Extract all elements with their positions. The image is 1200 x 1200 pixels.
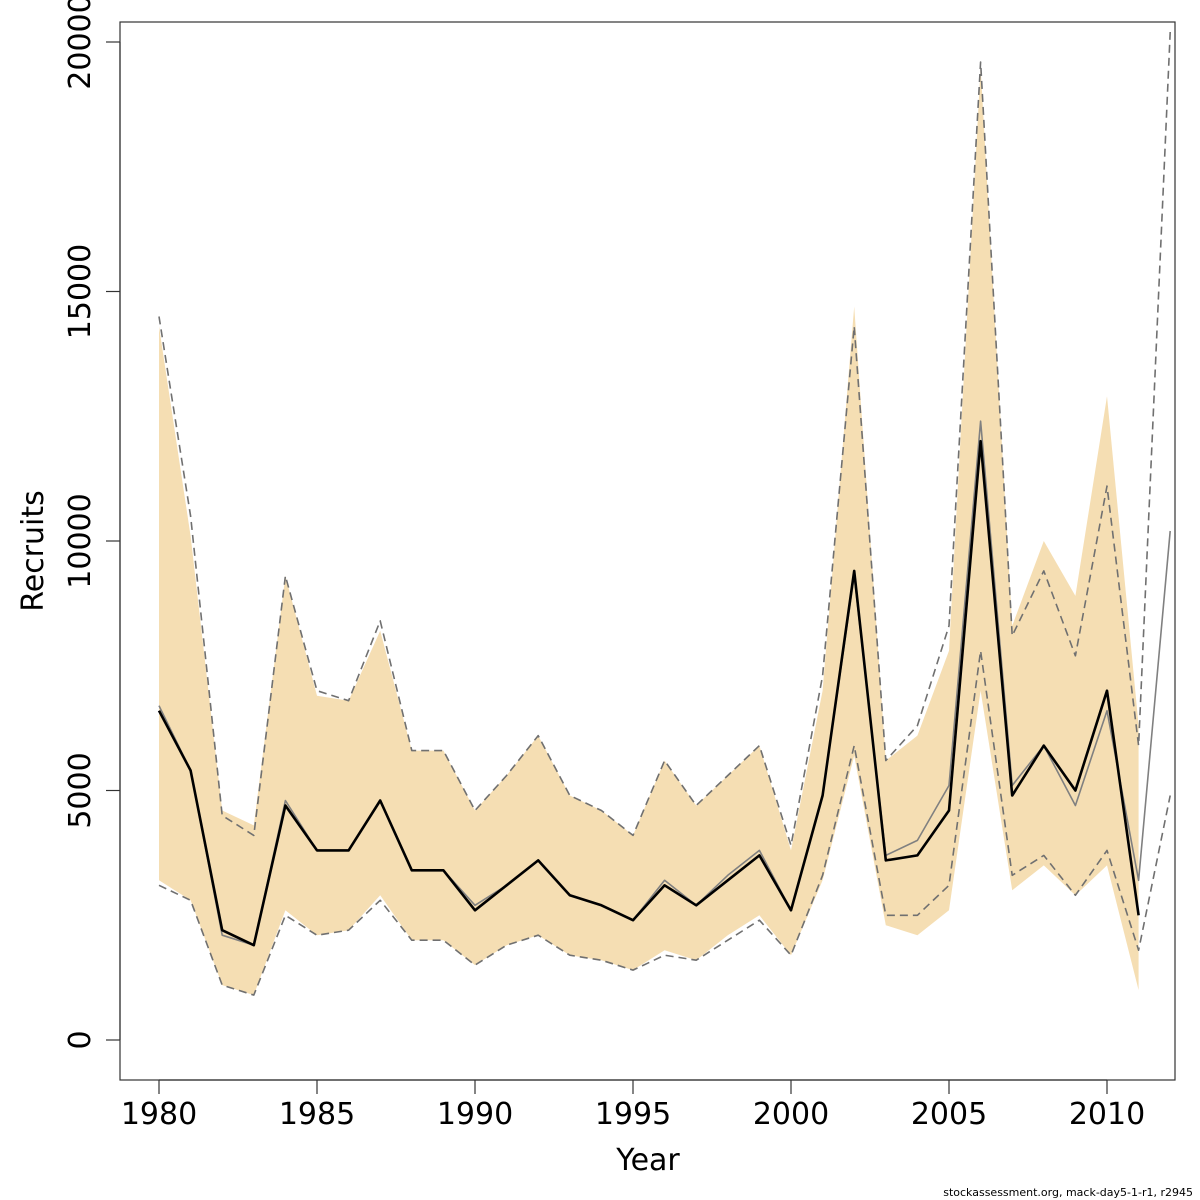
- x-tick-label: 1985: [279, 1097, 355, 1132]
- x-tick-label: 2005: [911, 1097, 987, 1132]
- bound-line-3: [158, 31, 1171, 847]
- x-tick-label: 1995: [595, 1097, 671, 1132]
- y-axis-title: Recruits: [16, 490, 51, 612]
- x-tick-label: 2000: [753, 1097, 829, 1132]
- x-axis: 1980 1985 1990 1995 2000 2005 2010: [121, 1079, 1145, 1132]
- y-axis: 0 5000 10000 15000 20000: [63, 0, 121, 1050]
- y-tick-label: 0: [63, 1030, 98, 1049]
- x-tick-label: 1990: [437, 1097, 513, 1132]
- y-tick-label: 10000: [63, 493, 98, 588]
- y-tick-label: 15000: [63, 244, 98, 339]
- x-tick-label: 1980: [121, 1097, 197, 1132]
- x-tick-label: 2010: [1069, 1097, 1145, 1132]
- y-tick-label: 20000: [63, 0, 98, 90]
- footer-credit: stockassessment.org, mack-day5-1-r1, r29…: [943, 1186, 1193, 1199]
- x-axis-title: Year: [615, 1143, 680, 1178]
- bound-line-2: [158, 649, 1171, 996]
- confidence-band-area: [159, 67, 1139, 996]
- y-tick-label: 5000: [63, 752, 98, 828]
- confidence-band: [159, 67, 1139, 996]
- series-lines: [157, 31, 1171, 996]
- estimate-line: [157, 439, 1140, 947]
